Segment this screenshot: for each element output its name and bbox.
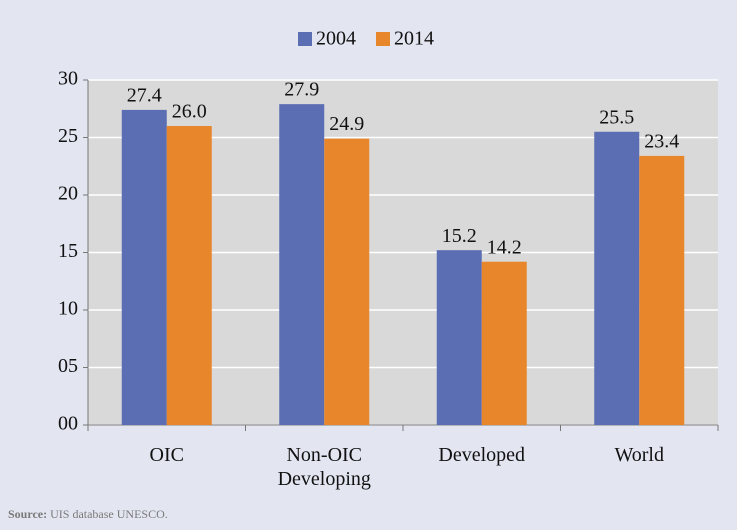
legend-label: 2004 bbox=[316, 28, 356, 50]
legend-label: 2014 bbox=[394, 28, 434, 50]
data-label: 24.9 bbox=[329, 113, 364, 135]
data-label: 15.2 bbox=[442, 225, 477, 247]
bar bbox=[481, 261, 527, 425]
data-label: 25.5 bbox=[599, 106, 634, 128]
data-label: 27.4 bbox=[127, 84, 162, 106]
bar bbox=[279, 104, 325, 426]
data-label: 14.2 bbox=[487, 236, 522, 258]
data-label: 27.9 bbox=[284, 79, 319, 101]
y-tick-label: 10 bbox=[58, 298, 78, 320]
legend-swatch bbox=[376, 32, 390, 46]
x-tick-label: Non-OIC Developing bbox=[277, 444, 371, 490]
data-label: 26.0 bbox=[172, 101, 207, 123]
bar bbox=[166, 126, 212, 425]
bar bbox=[121, 109, 167, 426]
bar bbox=[436, 250, 482, 425]
y-tick-label: 00 bbox=[58, 413, 78, 435]
data-label: 23.4 bbox=[644, 130, 679, 152]
y-tick-label: 05 bbox=[58, 355, 78, 377]
source-note: Source: UIS database UNESCO. bbox=[8, 507, 168, 522]
y-tick-label: 15 bbox=[58, 240, 78, 262]
legend-swatch bbox=[298, 32, 312, 46]
y-tick-label: 25 bbox=[58, 125, 78, 147]
x-tick-label: World bbox=[614, 444, 665, 466]
source-label: Source: bbox=[8, 507, 48, 521]
source-text: UIS database UNESCO. bbox=[50, 507, 168, 521]
x-tick-label: OIC bbox=[149, 444, 184, 466]
x-tick-label: Developed bbox=[438, 444, 526, 466]
y-tick-label: 20 bbox=[58, 183, 78, 205]
y-tick-label: 30 bbox=[58, 68, 78, 90]
bar bbox=[594, 131, 640, 425]
bar bbox=[639, 155, 685, 425]
bar bbox=[324, 138, 370, 425]
